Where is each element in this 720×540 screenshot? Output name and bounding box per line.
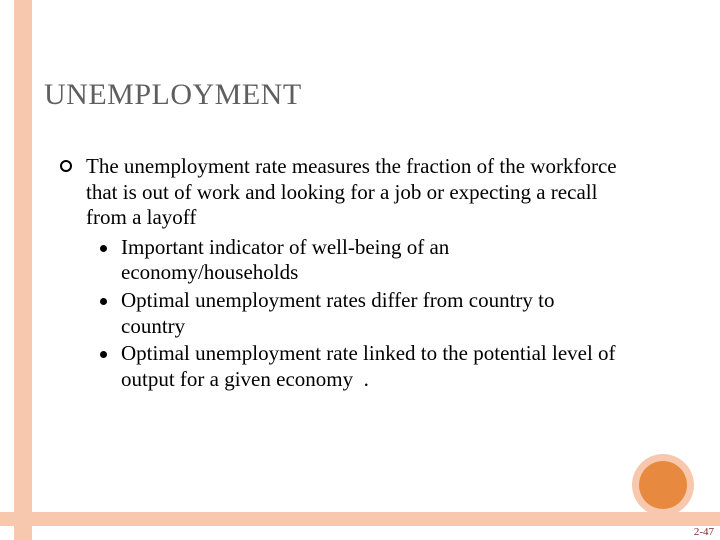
- bullet-item: The unemployment rate measures the fract…: [60, 154, 620, 231]
- sub-bullet-text: Important indicator of well-being of an …: [121, 235, 620, 286]
- bullet-text: The unemployment rate measures the fract…: [86, 154, 620, 231]
- slide-title: UNEMPLOYMENT: [44, 78, 302, 112]
- bullet-filled-circle-icon: [100, 298, 107, 305]
- corner-circle-inner: [639, 461, 687, 509]
- bullet-filled-circle-icon: [100, 245, 107, 252]
- sub-bullet-text: Optimal unemployment rates differ from c…: [121, 288, 620, 339]
- sub-bullet-item: Important indicator of well-being of an …: [100, 235, 620, 286]
- left-accent-band: [14, 0, 32, 540]
- bullet-open-circle-icon: [60, 160, 72, 172]
- sub-bullet-item: Optimal unemployment rate linked to the …: [100, 341, 620, 392]
- page-number: 2-47: [694, 526, 714, 538]
- bottom-accent-band: [0, 512, 720, 526]
- bullet-filled-circle-icon: [100, 351, 107, 358]
- slide-content: The unemployment rate measures the fract…: [60, 154, 620, 392]
- sub-bullet-text: Optimal unemployment rate linked to the …: [121, 341, 620, 392]
- sub-bullet-item: Optimal unemployment rates differ from c…: [100, 288, 620, 339]
- sub-bullet-list: Important indicator of well-being of an …: [100, 235, 620, 393]
